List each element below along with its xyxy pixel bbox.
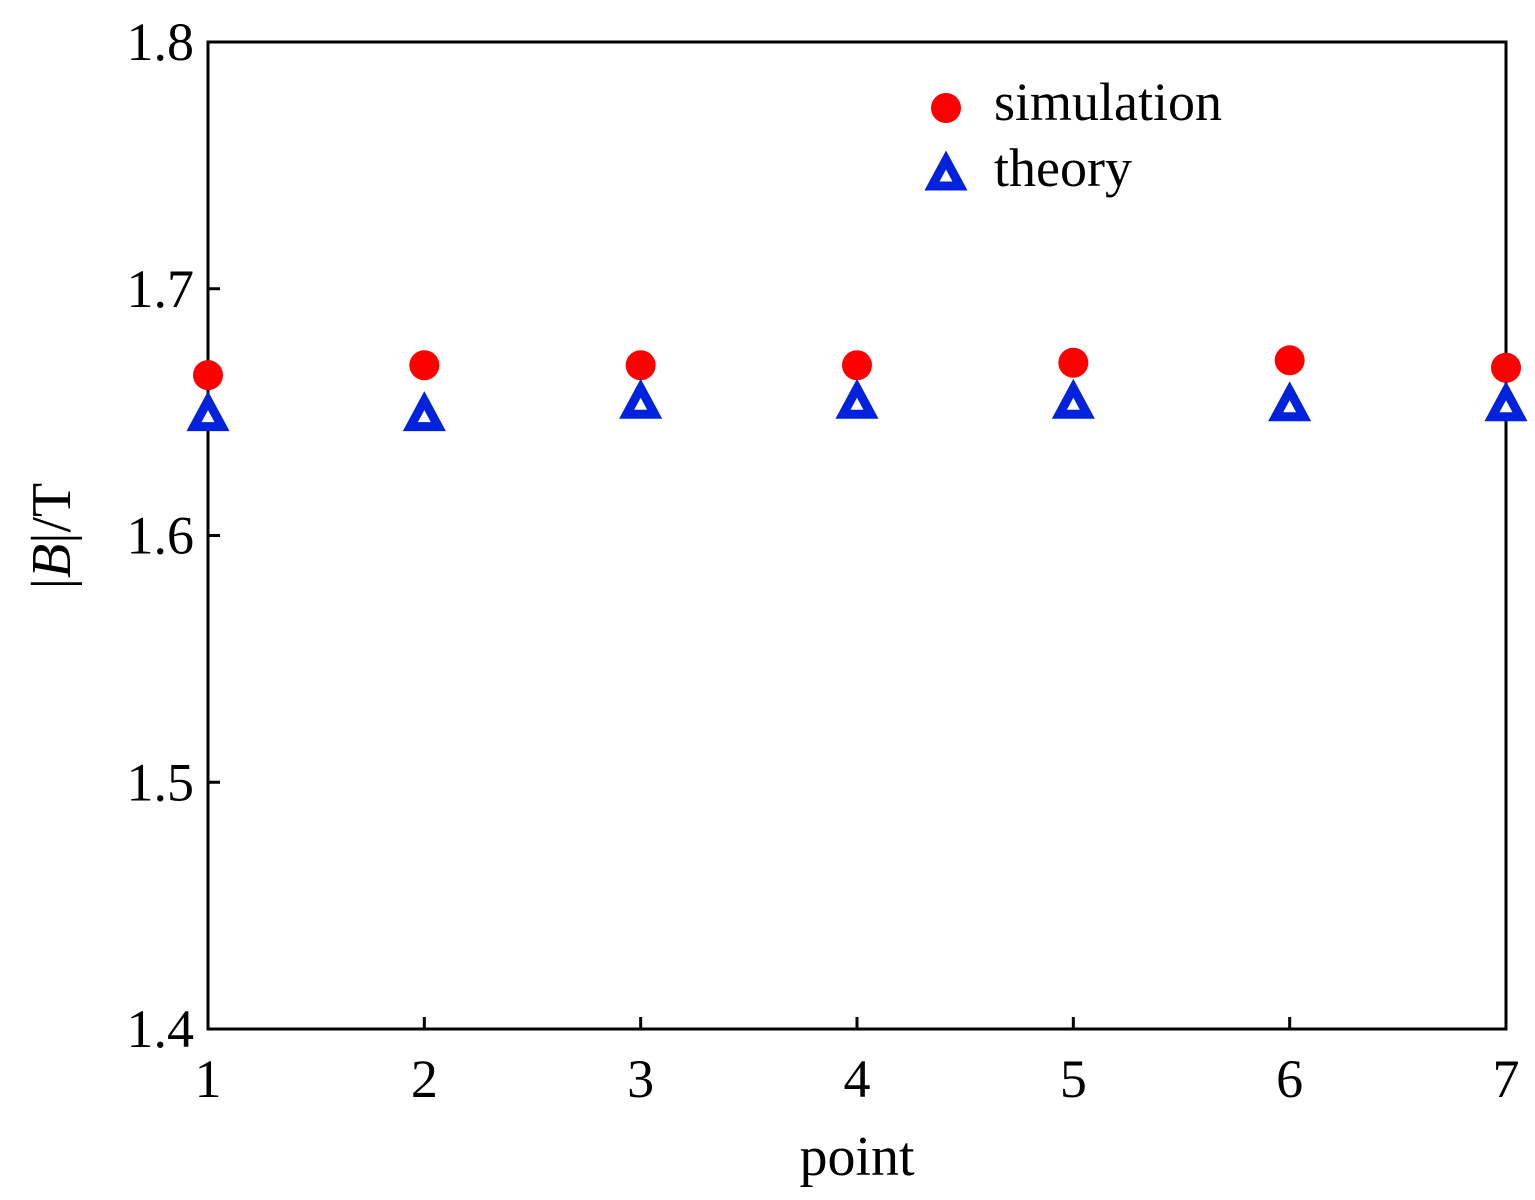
y-tick-label: 1.4: [127, 999, 195, 1059]
legend-simulation-marker: [931, 93, 961, 123]
y-tick-label: 1.7: [127, 259, 195, 319]
simulation-point: [1058, 347, 1089, 378]
data-markers: [186, 345, 1528, 432]
tick-labels: 1 2 3 4 5 6 7 1.4 1.5 1.6 1.7 1.8: [127, 12, 1520, 1109]
theory-point: [1051, 378, 1095, 419]
theory-point: [402, 391, 446, 432]
x-axis-label: point: [799, 1126, 915, 1188]
simulation-point: [409, 350, 440, 381]
x-tick-label: 2: [411, 1049, 438, 1109]
x-tick-label: 3: [627, 1049, 654, 1109]
theory-point: [835, 378, 879, 419]
simulation-point: [1491, 352, 1521, 383]
x-tick-label: 7: [1493, 1049, 1520, 1109]
y-tick-label: 1.8: [127, 12, 195, 72]
legend: simulation theory: [924, 72, 1222, 198]
simulation-point: [842, 350, 872, 381]
theory-point: [1484, 381, 1528, 422]
axis-ticks: [206, 40, 1508, 1031]
y-tick-label: 1.5: [127, 752, 195, 812]
theory-point: [1268, 381, 1312, 422]
simulation-point: [1274, 345, 1305, 376]
plot-frame: [206, 40, 1508, 1031]
y-axis-label: |B|/T: [21, 483, 83, 589]
x-tick-label: 5: [1060, 1049, 1087, 1109]
theory-point: [619, 378, 663, 419]
theory-point: [186, 391, 230, 432]
legend-simulation-label: simulation: [994, 72, 1222, 132]
simulation-point: [193, 360, 223, 391]
x-tick-label: 4: [844, 1049, 871, 1109]
x-tick-label: 1: [195, 1049, 222, 1109]
simulation-point: [625, 350, 656, 381]
x-tick-label: 6: [1276, 1049, 1303, 1109]
legend-theory-marker: [924, 150, 968, 191]
legend-theory-label: theory: [994, 138, 1132, 198]
y-tick-label: 1.6: [127, 506, 195, 566]
